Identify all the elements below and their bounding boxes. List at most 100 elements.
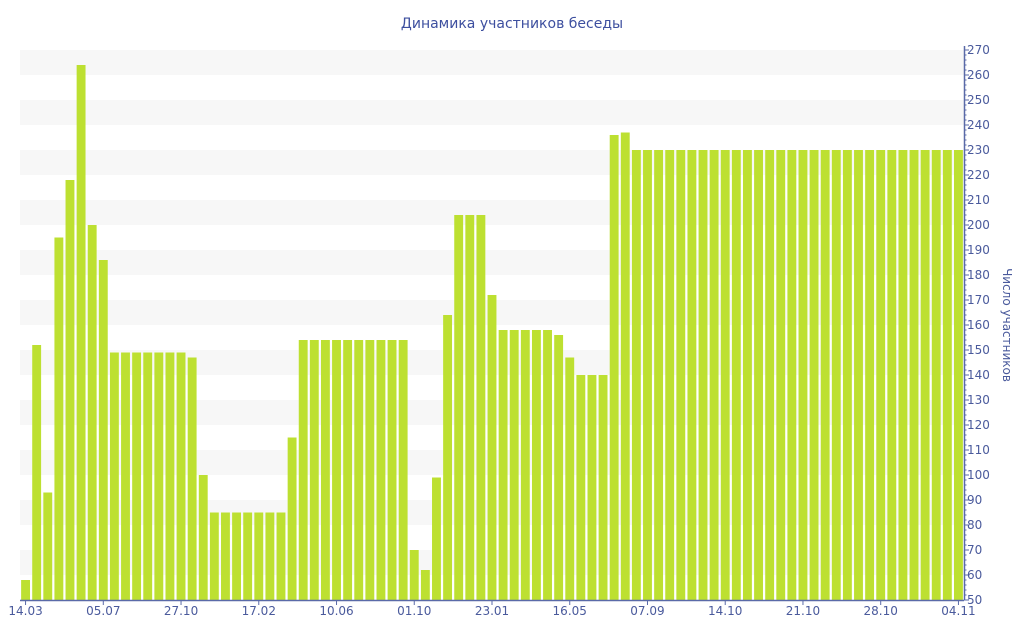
bar <box>631 150 641 600</box>
y-tick-label: 90 <box>967 493 982 507</box>
y-tick-label: 270 <box>967 43 990 57</box>
bar <box>587 375 597 600</box>
bar <box>520 330 530 600</box>
y-tick-label: 70 <box>967 543 982 557</box>
bar <box>454 215 464 600</box>
x-tick-label: 16.05 <box>553 604 587 618</box>
bar <box>809 150 819 600</box>
bar <box>265 512 275 600</box>
bars <box>21 65 963 600</box>
bar <box>387 340 397 600</box>
bar <box>665 150 675 600</box>
bar <box>909 150 919 600</box>
x-tick-label: 14.03 <box>8 604 42 618</box>
y-tick-label: 220 <box>967 168 990 182</box>
bar <box>132 352 142 600</box>
grid-band <box>20 100 964 125</box>
x-axis: 14.03 05.07 27.10 17.02 10.06 01.10 23.01 16.05… <box>8 599 976 618</box>
bar <box>787 150 797 600</box>
x-tick-label: 28.10 <box>864 604 898 618</box>
bar <box>32 345 42 600</box>
bar <box>109 352 119 600</box>
bar <box>776 150 786 600</box>
bar <box>276 512 286 600</box>
bar <box>443 315 453 600</box>
bar <box>43 492 53 600</box>
x-tick-label: 17.02 <box>242 604 276 618</box>
y-tick-label: 260 <box>967 68 990 82</box>
y-tick-label: 170 <box>967 293 990 307</box>
y-axis: 50 60 70 80 90 100 110 120 130 140 150 160 170 180 190… <box>963 43 990 607</box>
bar <box>543 330 552 600</box>
bar <box>765 150 775 600</box>
bar <box>920 150 930 600</box>
bar <box>476 215 486 600</box>
x-tick-label: 04.11 <box>941 604 975 618</box>
bar <box>209 512 219 600</box>
x-tick-label: 27.10 <box>164 604 198 618</box>
bar <box>420 570 430 600</box>
bar <box>320 340 330 600</box>
bar <box>509 330 519 600</box>
x-tick-label: 07.09 <box>630 604 664 618</box>
bar <box>187 357 197 600</box>
y-tick-label: 140 <box>967 368 990 382</box>
bar <box>198 475 208 600</box>
bar <box>854 150 863 600</box>
bar <box>143 352 153 600</box>
bar <box>698 150 708 600</box>
y-tick-label: 80 <box>967 518 982 532</box>
bar <box>87 225 97 600</box>
bar <box>531 330 541 600</box>
y-tick-label: 210 <box>967 193 990 207</box>
x-tick-label: 05.07 <box>86 604 120 618</box>
bar <box>98 260 108 600</box>
bar <box>21 580 30 600</box>
bar <box>720 150 730 600</box>
bar <box>498 330 508 600</box>
bar <box>820 150 830 600</box>
x-tick-label: 10.06 <box>319 604 353 618</box>
bar <box>287 437 297 600</box>
bar <box>842 150 852 600</box>
bar <box>865 150 875 600</box>
bar <box>54 237 64 600</box>
y-axis-title: Число участников <box>1000 268 1014 382</box>
bar <box>898 150 908 600</box>
bar <box>65 180 75 600</box>
bar <box>409 550 419 600</box>
y-tick-label: 150 <box>967 343 990 357</box>
grid-band <box>20 50 964 75</box>
bar <box>831 150 841 600</box>
bar <box>154 352 164 600</box>
y-tick-label: 100 <box>967 468 990 482</box>
bar <box>309 340 319 600</box>
bar <box>565 357 575 600</box>
bar <box>798 150 808 600</box>
y-tick-label: 190 <box>967 243 990 257</box>
bar <box>232 512 242 600</box>
x-tick-label: 23.01 <box>475 604 509 618</box>
bar <box>687 150 697 600</box>
bar <box>942 150 952 600</box>
y-tick-label: 200 <box>967 218 990 232</box>
bar <box>254 512 264 600</box>
bar <box>76 65 86 600</box>
bar <box>887 150 897 600</box>
bar <box>465 215 475 600</box>
bar <box>620 132 630 600</box>
y-tick-label: 60 <box>967 568 982 582</box>
bar <box>709 150 719 600</box>
bar <box>487 295 497 600</box>
bar <box>354 340 364 600</box>
y-tick-label: 250 <box>967 93 990 107</box>
y-tick-label: 50 <box>967 593 982 607</box>
y-tick-label: 240 <box>967 118 990 132</box>
bar <box>643 150 652 600</box>
y-tick-label: 180 <box>967 268 990 282</box>
bar <box>742 150 752 600</box>
bar <box>165 352 175 600</box>
bar <box>876 150 886 600</box>
bar <box>121 352 130 600</box>
